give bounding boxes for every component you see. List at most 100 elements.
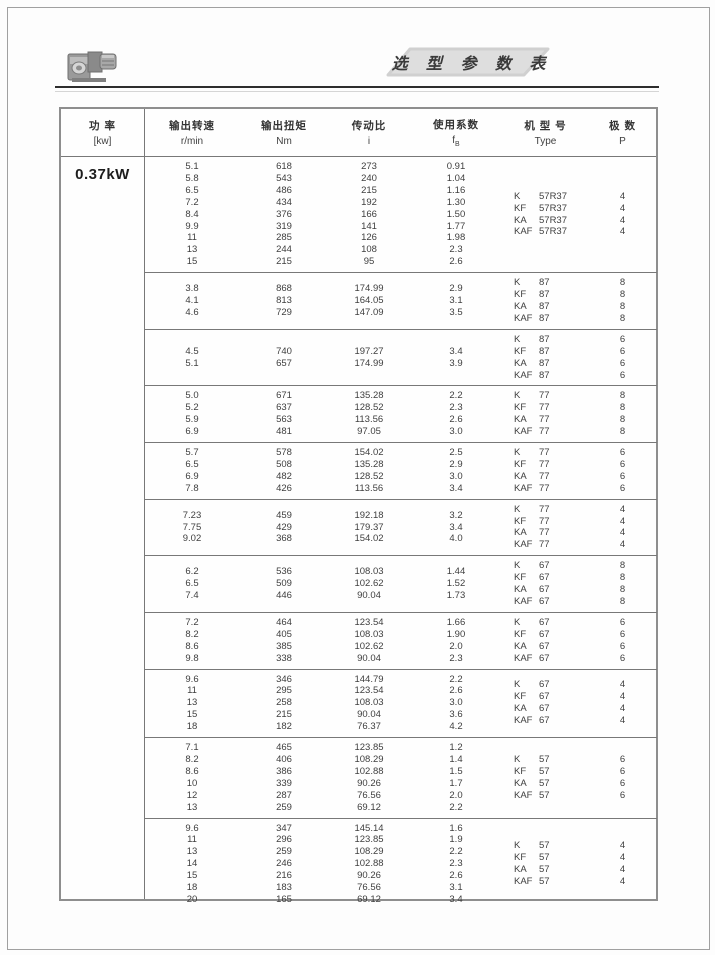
poles-value: 6 xyxy=(619,357,626,369)
factor-value: 2.3 xyxy=(449,652,463,664)
type-size: 77 xyxy=(539,470,550,482)
type-value: K 57 xyxy=(514,840,550,852)
type-prefix: KF xyxy=(514,852,527,864)
page-title: 选 型 参 数 表 xyxy=(391,56,553,73)
column-ratios: 145.14 123.85 108.29 102.88 90.26 76.56 69.12 xyxy=(329,823,409,906)
speed-value: 6.9 xyxy=(185,426,199,438)
type-size: 77 xyxy=(539,426,550,438)
column-torques: 618 543 486 434 376 319 285 244 215 xyxy=(239,161,329,268)
type-value: K 57 xyxy=(514,754,550,766)
parameter-block: 9.6 11 13 15 18 346 295 258 215 182 144.79 123.54 10… xyxy=(145,670,657,739)
type-prefix: KF xyxy=(514,345,527,357)
type-size: 87 xyxy=(539,333,550,345)
factor-value: 1.04 xyxy=(446,172,466,184)
header-ratio-label: 传动比 xyxy=(351,120,387,132)
speed-value: 18 xyxy=(186,721,198,733)
selection-table: 功 率 [kw] 输出转速 r/min 输出扭矩 Nm 传动比 i 使用系数 f… xyxy=(59,107,658,905)
header-poles-unit: P xyxy=(619,136,626,147)
poles-value: 6 xyxy=(619,777,626,789)
type-size: 77 xyxy=(539,539,550,551)
ratio-value: 215 xyxy=(361,184,377,196)
type-value: KA 57 xyxy=(514,778,550,790)
parameter-block: 4.5 5.1 740 657 197.27 174.99 3.4 3.9 K 87 KF 87 KA 8… xyxy=(145,330,657,387)
ratio-value: 76.56 xyxy=(357,789,381,801)
factor-value: 3.4 xyxy=(449,893,463,905)
speed-value: 15 xyxy=(186,709,198,721)
type-value: K 67 xyxy=(514,617,550,629)
torque-value: 486 xyxy=(276,184,292,196)
column-ratios: 174.99 164.05 147.09 xyxy=(329,277,409,325)
speed-value: 9.02 xyxy=(182,533,202,545)
header-power-unit: [kw] xyxy=(93,136,112,147)
torque-value: 165 xyxy=(276,893,292,905)
poles-value: 8 xyxy=(619,414,626,426)
torque-value: 481 xyxy=(276,426,292,438)
speed-value: 8.6 xyxy=(185,765,199,777)
torque-value: 563 xyxy=(276,414,292,426)
factor-value: 1.4 xyxy=(449,753,463,765)
torque-value: 464 xyxy=(276,616,292,628)
poles-value: 4 xyxy=(619,876,626,888)
ratio-value: 102.62 xyxy=(354,578,384,590)
type-size: 77 xyxy=(539,458,550,470)
column-torques: 868 813 729 xyxy=(239,277,329,325)
type-value: KA 87 xyxy=(514,301,550,313)
type-prefix: KAF xyxy=(514,369,533,381)
parameter-block: 9.6 11 13 14 15 18 20 347 296 259 246 216 183 165 145.… xyxy=(145,819,657,910)
type-size: 67 xyxy=(539,691,550,703)
type-size: 67 xyxy=(539,679,550,691)
type-prefix: KAF xyxy=(514,789,533,801)
speed-value: 13 xyxy=(186,244,198,256)
torque-value: 509 xyxy=(276,578,292,590)
type-prefix: KF xyxy=(514,402,527,414)
torque-value: 182 xyxy=(276,721,292,733)
type-size: 67 xyxy=(539,628,550,640)
type-value: KA 67 xyxy=(514,584,550,596)
type-value: KF 67 xyxy=(514,572,550,584)
torque-value: 426 xyxy=(276,482,292,494)
torque-value: 244 xyxy=(276,244,292,256)
poles-value: 8 xyxy=(619,312,626,324)
header-power-label: 功 率 xyxy=(89,120,116,132)
header-speed-unit: r/min xyxy=(180,136,204,147)
factor-value: 1.5 xyxy=(449,765,463,777)
header-rule xyxy=(55,86,659,92)
ratio-value: 126 xyxy=(361,232,377,244)
column-speeds: 7.23 7.75 9.02 xyxy=(145,504,239,552)
torque-value: 258 xyxy=(276,697,292,709)
column-speeds: 7.1 8.2 8.6 10 12 13 xyxy=(145,742,239,813)
speed-value: 5.2 xyxy=(185,402,199,414)
column-types: K 57R37 KF 57R37 KA 57R37 KAF 57R37 xyxy=(503,161,588,268)
column-ratios: 135.28 128.52 113.56 97.05 xyxy=(329,390,409,438)
type-size: 57R37 xyxy=(539,226,567,238)
speed-value: 7.4 xyxy=(185,590,199,602)
poles-value: 8 xyxy=(619,402,626,414)
factor-value: 3.4 xyxy=(449,482,463,494)
column-torques: 536 509 446 xyxy=(239,560,329,608)
factor-value: 2.9 xyxy=(449,458,463,470)
factor-value: 1.7 xyxy=(449,777,463,789)
factor-value: 3.9 xyxy=(449,357,463,369)
column-ratios: 154.02 135.28 128.52 113.56 xyxy=(329,447,409,495)
torque-value: 740 xyxy=(276,345,292,357)
poles-value: 6 xyxy=(619,628,626,640)
speed-value: 4.1 xyxy=(185,295,199,307)
torque-value: 216 xyxy=(276,870,292,882)
factor-value: 2.5 xyxy=(449,447,463,459)
header-type-label: 机 型 号 xyxy=(524,120,567,132)
ratio-value: 90.26 xyxy=(357,777,381,789)
ratio-value: 164.05 xyxy=(354,295,384,307)
ratio-value: 123.85 xyxy=(354,834,384,846)
column-types: K 57 KF 57 KA 57 KAF 57 xyxy=(503,823,588,906)
factor-value: 1.30 xyxy=(446,196,466,208)
ratio-value: 113.56 xyxy=(354,414,384,426)
type-value: KF 77 xyxy=(514,459,550,471)
poles-value: 6 xyxy=(619,753,626,765)
ratio-value: 141 xyxy=(361,220,377,232)
factor-value: 1.90 xyxy=(446,628,466,640)
column-speeds: 3.8 4.1 4.6 xyxy=(145,277,239,325)
speed-value: 6.2 xyxy=(185,566,199,578)
type-prefix: KAF xyxy=(514,652,533,664)
factor-value: 3.1 xyxy=(449,295,463,307)
